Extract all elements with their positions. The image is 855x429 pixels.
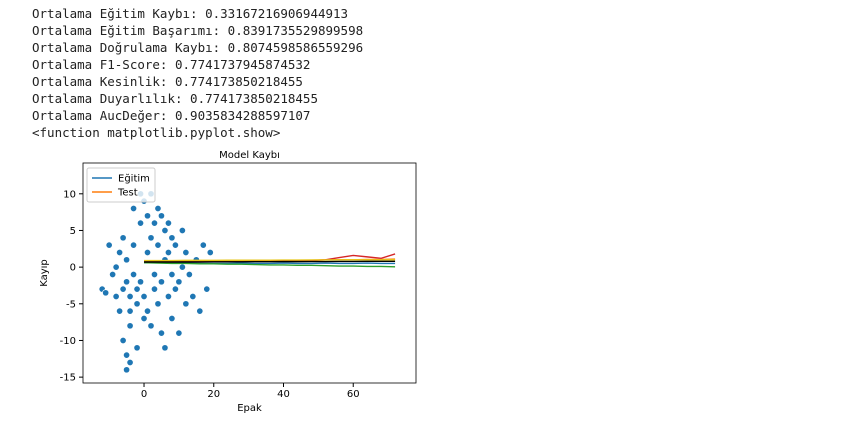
scatter-point <box>171 285 179 293</box>
scatter-point <box>164 248 172 257</box>
y-tick-label: 5 <box>70 226 76 237</box>
scatter-point <box>105 241 113 249</box>
output-line: Ortalama AucDeğer: 0.9035834288597107 <box>32 108 310 123</box>
scatter-point <box>147 322 155 330</box>
scatter-point <box>126 292 134 301</box>
scatter-point <box>157 329 166 337</box>
scatter-point <box>168 270 176 279</box>
scatter-point <box>133 344 141 352</box>
scatter-point <box>119 234 127 242</box>
legend-box <box>86 167 156 203</box>
scatter-point <box>150 270 159 279</box>
scatter-point <box>147 234 155 242</box>
output-line: Ortalama Eğitim Kaybı: 0.331672169069449… <box>32 6 348 21</box>
scatter-point <box>123 256 131 264</box>
scatter-point <box>126 322 134 330</box>
scatter-point <box>157 212 166 220</box>
y-tick-label: -15 <box>60 373 76 384</box>
scatter-point <box>178 263 186 271</box>
y-tick-label: -5 <box>66 299 76 310</box>
scatter-point <box>164 292 172 301</box>
y-axis-label: Kayıp <box>39 259 50 287</box>
output-line: <function matplotlib.pyplot.show> <box>32 125 280 140</box>
output-line: Ortalama Duyarlılık: 0.774173850218455 <box>32 91 318 106</box>
scatter-point <box>161 226 169 235</box>
scatter-point <box>116 248 124 257</box>
scatter-point <box>168 314 176 323</box>
output-line: Ortalama F1-Score: 0.7741737945874532 <box>32 57 310 72</box>
scatter-point <box>143 307 152 315</box>
output-line: Ortalama Eğitim Başarımı: 0.839173552989… <box>32 23 363 38</box>
scatter-point <box>168 234 176 242</box>
scatter-point <box>130 204 138 213</box>
scatter-point <box>136 219 145 227</box>
scatter-point <box>175 278 183 286</box>
scatter-point <box>140 314 148 323</box>
scatter-point <box>112 263 120 271</box>
scatter-point <box>140 292 148 301</box>
x-tick-label: 60 <box>347 389 360 400</box>
scatter-point <box>196 307 204 315</box>
scatter-point <box>119 285 127 293</box>
scatter-point <box>123 351 131 359</box>
output-line: Ortalama Kesinlik: 0.774173850218455 <box>32 74 303 89</box>
scatter-point <box>119 336 127 345</box>
line-series <box>144 260 396 263</box>
scatter-point <box>206 248 214 257</box>
scatter-point <box>133 300 141 308</box>
scatter-point <box>126 358 134 367</box>
scatter-point <box>126 307 134 315</box>
scatter-point <box>133 285 141 293</box>
scatter-point <box>182 248 190 257</box>
scatter-point <box>143 212 152 220</box>
scatter-point <box>130 270 138 279</box>
x-tick-label: 0 <box>141 389 147 400</box>
scatter-point <box>164 219 172 227</box>
line-series <box>144 259 396 262</box>
scatter-point <box>150 285 159 293</box>
scatter-point <box>171 241 179 249</box>
output-line: Ortalama Doğrulama Kaybı: 0.807459858655… <box>32 40 363 55</box>
scatter-point <box>182 300 190 308</box>
x-axis-label: Epak <box>237 403 262 414</box>
x-tick-label: 20 <box>207 389 220 400</box>
scatter-point <box>116 307 124 315</box>
plot-frame <box>82 162 417 384</box>
scatter-point <box>185 270 193 279</box>
scatter-point <box>154 241 162 249</box>
scatter-point <box>154 204 162 213</box>
scatter-point <box>143 248 152 257</box>
scatter-point <box>130 241 138 249</box>
legend-label: Test <box>117 188 138 199</box>
scatter-point <box>102 289 110 297</box>
scatter-point <box>189 292 197 301</box>
scatter-point <box>136 278 145 286</box>
scatter-point <box>123 278 131 286</box>
scatter-point <box>154 300 162 308</box>
scatter-point <box>203 285 211 293</box>
scatter-point <box>161 344 169 352</box>
scatter-point <box>112 292 120 301</box>
scatter-point <box>175 329 183 337</box>
scatter-point <box>199 241 207 249</box>
chart-title: Model Kaybı <box>219 150 280 161</box>
y-tick-label: -10 <box>60 336 76 347</box>
scatter-point <box>178 226 186 235</box>
scatter-point <box>157 278 166 286</box>
x-tick-label: 40 <box>277 389 290 400</box>
scatter-point <box>123 366 131 374</box>
scatter-point <box>109 270 117 279</box>
y-tick-label: 0 <box>70 263 76 274</box>
y-tick-label: 10 <box>63 189 76 200</box>
scatter-point <box>150 219 159 227</box>
line-series <box>144 262 396 268</box>
legend-label: Eğitim <box>118 173 150 185</box>
